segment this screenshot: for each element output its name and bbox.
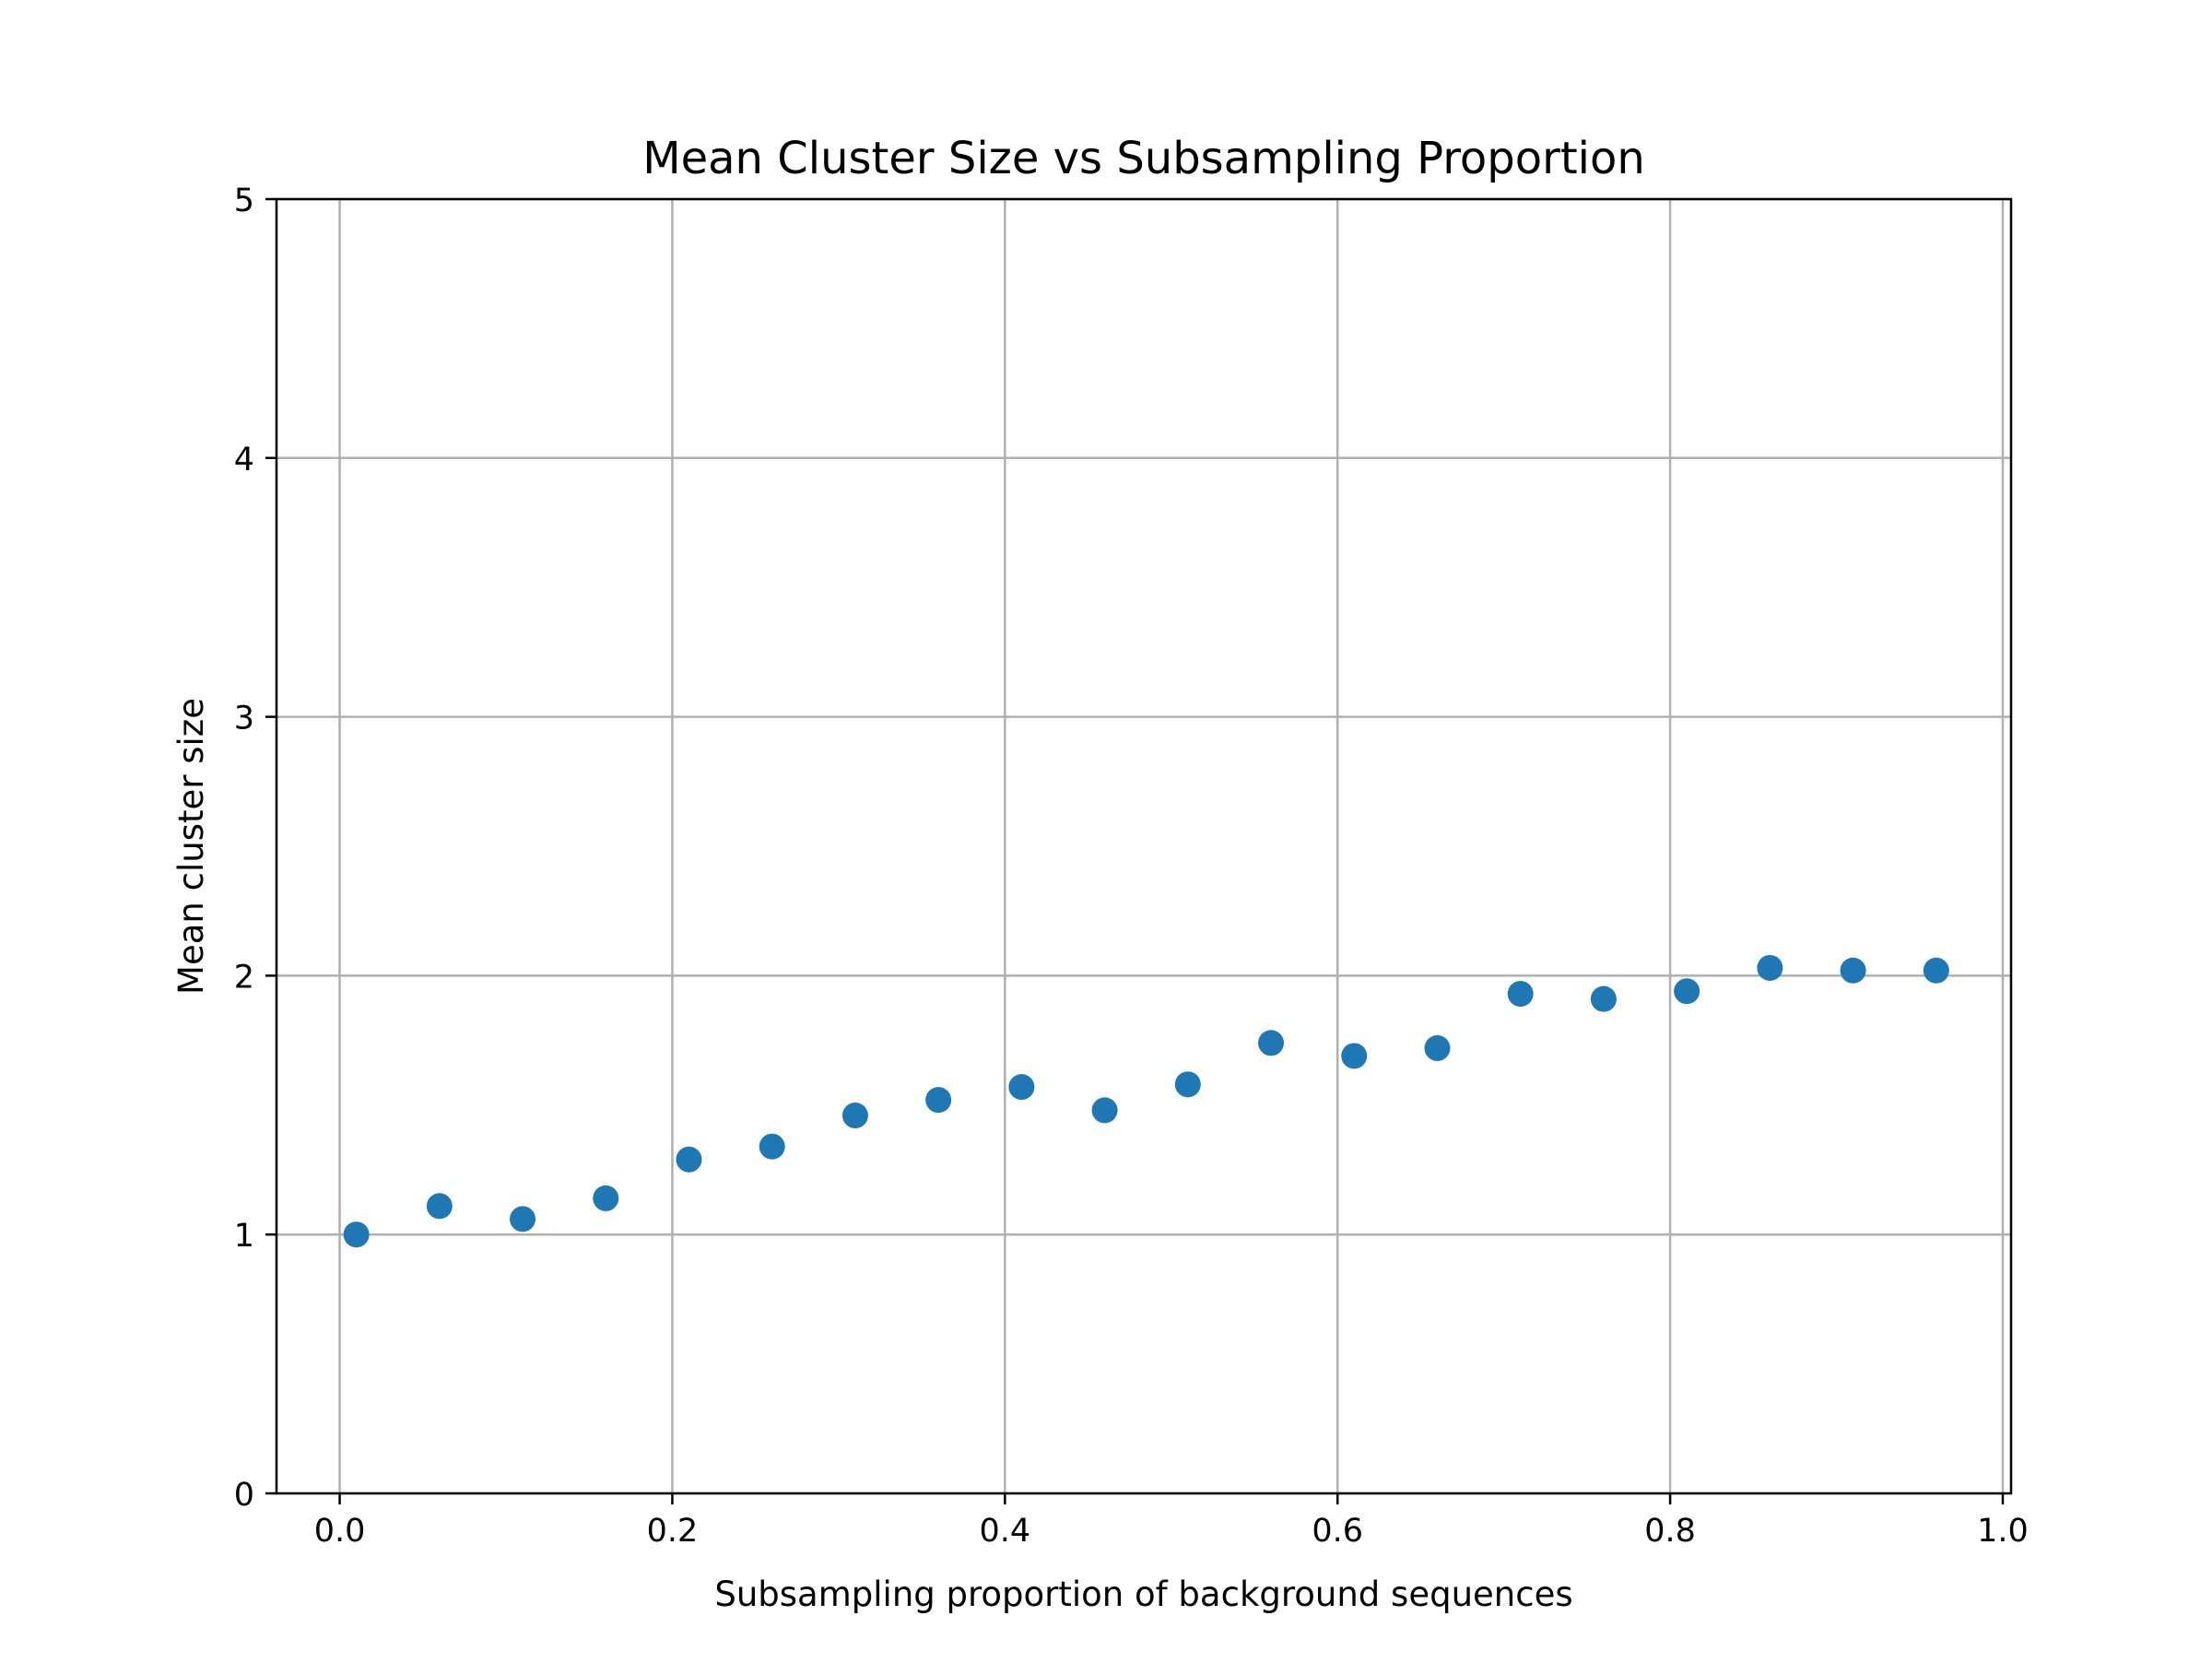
y-axis-label: Mean cluster size <box>171 698 211 995</box>
y-tick-label: 5 <box>234 183 254 219</box>
x-axis-label: Subsampling proportion of background seq… <box>714 1575 1572 1614</box>
data-point <box>1840 957 1866 984</box>
data-point <box>510 1206 536 1233</box>
y-tick-label: 0 <box>234 1477 254 1514</box>
data-point <box>1174 1071 1201 1098</box>
data-point <box>1590 985 1617 1012</box>
y-tick-label: 4 <box>234 442 254 478</box>
data-point <box>1341 1043 1368 1069</box>
data-point <box>1674 978 1700 1005</box>
x-tick-label: 0.2 <box>647 1513 699 1550</box>
x-tick-label: 0.0 <box>314 1513 366 1550</box>
data-point <box>1424 1035 1451 1062</box>
y-tick-label: 3 <box>234 701 254 737</box>
data-point <box>1258 1030 1285 1056</box>
data-point <box>1923 957 1949 984</box>
data-point <box>1008 1074 1035 1101</box>
x-axis-ticks: 0.0 0.2 0.4 0.6 0.8 1.0 <box>314 1493 2029 1550</box>
data-point <box>925 1087 952 1114</box>
data-point <box>343 1221 370 1248</box>
plot-frame <box>275 197 2013 1495</box>
data-points <box>343 954 1949 1248</box>
data-point <box>759 1133 785 1160</box>
y-tick-label: 2 <box>234 959 254 996</box>
x-tick-label: 1.0 <box>1977 1513 2029 1550</box>
data-point <box>1091 1097 1118 1124</box>
x-tick-label: 0.8 <box>1644 1513 1696 1550</box>
x-tick-label: 0.4 <box>979 1513 1030 1550</box>
y-axis-ticks: 0 1 2 3 4 5 <box>234 183 276 1514</box>
data-point <box>1507 981 1534 1008</box>
data-point <box>1757 954 1783 981</box>
x-tick-label: 0.6 <box>1312 1513 1363 1550</box>
y-tick-label: 1 <box>234 1218 254 1255</box>
data-point <box>426 1193 453 1220</box>
data-point <box>676 1146 702 1173</box>
data-point <box>841 1103 868 1129</box>
data-point <box>593 1185 619 1211</box>
chart-title: Mean Cluster Size vs Subsampling Proport… <box>642 133 1645 184</box>
